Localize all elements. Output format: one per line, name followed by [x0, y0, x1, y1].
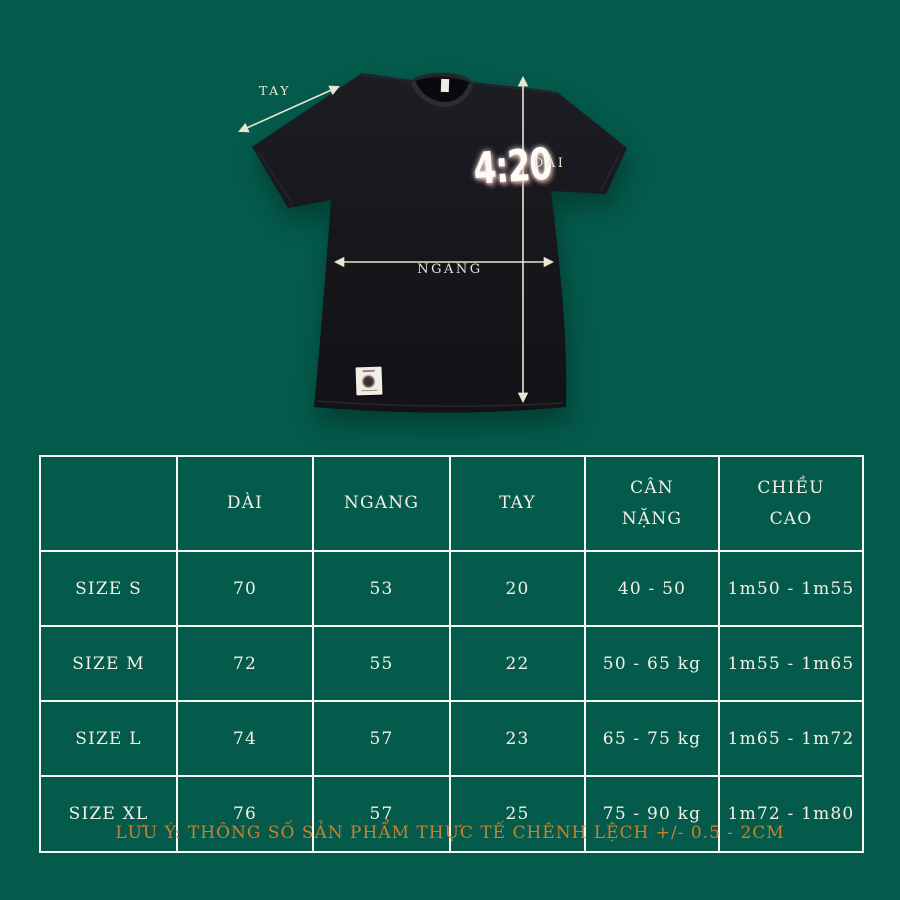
- header-chieu-cao: CHIỀU CAO: [718, 455, 864, 552]
- tay-cell: 22: [449, 625, 586, 702]
- size-name-cell: SIZE XL: [39, 775, 178, 853]
- header-can-nang: CÂN NẶNG: [584, 455, 720, 552]
- header-empty: [39, 455, 178, 552]
- header-tay: TAY: [449, 455, 586, 552]
- tay-cell: 20: [449, 550, 586, 627]
- dai-cell: 70: [176, 550, 314, 627]
- sleeve-measure-arrow-icon: [238, 85, 340, 133]
- can-nang-cell: 65 - 75 kg: [584, 700, 720, 777]
- tay-cell: 23: [449, 700, 586, 777]
- shirt-illustration: [238, 72, 627, 413]
- ngang-cell: 53: [312, 550, 451, 627]
- dai-cell: 72: [176, 625, 314, 702]
- chieu-cao-cell: 1m50 - 1m55: [718, 550, 864, 627]
- tay-cell: 25: [449, 775, 586, 853]
- ngang-cell: 57: [312, 700, 451, 777]
- size-chart-table: DÀI NGANG TAY CÂN NẶNG CHIỀU CAO SIZE S …: [39, 455, 864, 853]
- header-chieu-cao-text: CHIỀU CAO: [757, 477, 825, 529]
- dai-cell: 76: [176, 775, 314, 853]
- size-name-cell: SIZE M: [39, 625, 178, 702]
- tshirt-body: [252, 73, 627, 413]
- table-row-size-m: SIZE M 72 55 22 50 - 65 kg 1m55 - 1m65: [39, 625, 864, 702]
- can-nang-cell: 75 - 90 kg: [584, 775, 720, 853]
- width-measure-label: NGANG: [417, 262, 483, 277]
- table-row-size-s: SIZE S 70 53 20 40 - 50 1m50 - 1m55: [39, 550, 864, 627]
- care-label-graphic: [361, 374, 376, 389]
- size-name-cell: SIZE L: [39, 700, 178, 777]
- chieu-cao-cell: 1m55 - 1m65: [718, 625, 864, 702]
- tshirt-collar-rim: [413, 72, 472, 84]
- ngang-cell: 55: [312, 625, 451, 702]
- tshirt-collar-rib: [410, 80, 474, 107]
- table-header-row: DÀI NGANG TAY CÂN NẶNG CHIỀU CAO: [39, 455, 864, 552]
- header-can-nang-text: CÂN NẶNG: [621, 477, 683, 529]
- length-measure-label: DÀI: [533, 156, 566, 171]
- size-name-cell: SIZE S: [39, 550, 178, 627]
- table-row-size-xl: SIZE XL 76 57 25 75 - 90 kg 1m72 - 1m80: [39, 775, 864, 853]
- stitch-lines: [257, 151, 621, 407]
- tolerance-note: LƯU Ý: THÔNG SỐ SẢN PHẨM THỰC TẾ CHÊNH L…: [115, 823, 785, 843]
- hem-care-label: [355, 366, 383, 396]
- can-nang-cell: 40 - 50: [584, 550, 720, 627]
- shirt-measure-diagram: 4:20 TAY DÀI NGANG: [238, 72, 627, 413]
- neck-tag: [440, 78, 450, 93]
- care-label-text-mark: [362, 369, 375, 373]
- shoulder-seams: [361, 74, 558, 94]
- shirt-chest-print: 4:20: [471, 137, 554, 195]
- ngang-cell: 57: [312, 775, 451, 853]
- tshirt-photo: [252, 72, 627, 413]
- sleeve-measure-label: TAY: [259, 83, 291, 98]
- dai-cell: 74: [176, 700, 314, 777]
- care-label-text-line: [361, 389, 378, 392]
- header-ngang: NGANG: [312, 455, 451, 552]
- chieu-cao-cell: 1m65 - 1m72: [718, 700, 864, 777]
- can-nang-cell: 50 - 65 kg: [584, 625, 720, 702]
- chieu-cao-cell: 1m72 - 1m80: [718, 775, 864, 853]
- table-row-size-l: SIZE L 74 57 23 65 - 75 kg 1m65 - 1m72: [39, 700, 864, 777]
- header-dai: DÀI: [176, 455, 314, 552]
